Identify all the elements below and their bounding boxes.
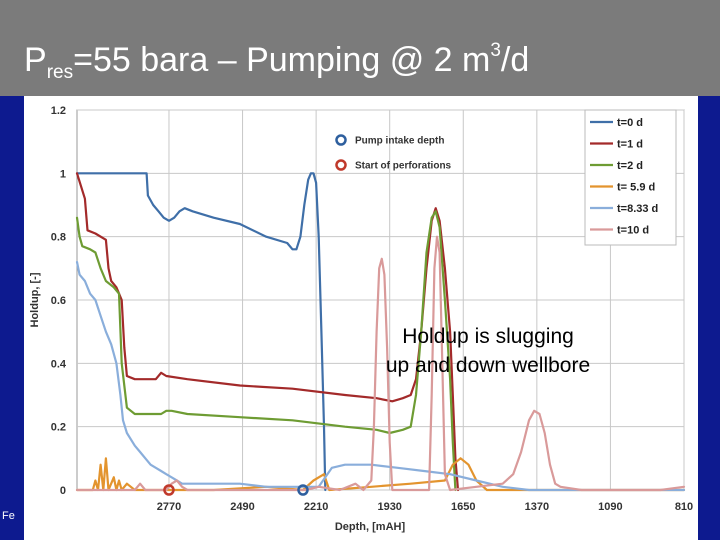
- y-tick-label: 1.2: [51, 105, 66, 117]
- footer-fragment: Fe: [2, 510, 15, 522]
- x-axis-label: Depth, [mAH]: [335, 521, 406, 533]
- y-tick-label: 0.8: [51, 232, 66, 244]
- series-line: [75, 260, 686, 492]
- x-tick-label: 2770: [157, 501, 181, 513]
- slide-title: Pres=55 bara – Pumping @ 2 m3/d: [24, 40, 529, 84]
- series-line: [75, 235, 686, 492]
- legend-label: t= 5.9 d: [617, 182, 655, 194]
- title-bar: [0, 0, 720, 96]
- legend-label: t=0 d: [617, 117, 643, 129]
- holdup-chart: 0 0.2 0.4 0.6 0.8 1 1.2 2770 2490 2210 1930 1650 137…: [24, 96, 698, 540]
- y-tick-label: 0.2: [51, 422, 66, 434]
- right-side-band: [698, 96, 720, 540]
- y-tick-label: 0.6: [51, 295, 66, 307]
- x-tick-label: 1090: [598, 501, 622, 513]
- title-subscript: res: [46, 62, 74, 83]
- y-tick-label: 0.4: [51, 358, 67, 370]
- y-tick-label: 0: [60, 485, 66, 497]
- x-tick-label: 810: [675, 501, 693, 513]
- legend-label: t=2 d: [617, 160, 643, 172]
- y-tick-label: 1: [60, 168, 66, 180]
- title-base: P: [24, 41, 47, 79]
- x-tick-label: 1370: [525, 501, 549, 513]
- legend-box: [584, 109, 677, 246]
- marker-point: [297, 484, 309, 496]
- legend-label: t=8.33 d: [617, 203, 658, 215]
- y-axis-label: Holdup, [-]: [29, 272, 41, 327]
- left-side-band: [0, 96, 24, 540]
- chart-annotation: Holdup is slugging up and down wellbore: [340, 322, 636, 380]
- annotation-line-1: Holdup is slugging: [402, 325, 574, 348]
- legend-label: t=1 d: [617, 139, 643, 151]
- x-tick-label: 1930: [377, 501, 401, 513]
- annotation-line-2: up and down wellbore: [385, 354, 591, 377]
- x-tick-label: 2210: [304, 501, 328, 513]
- marker-legend-symbol: [335, 134, 347, 146]
- legend-label: t=10 d: [617, 225, 649, 237]
- x-tick-label: 1650: [451, 501, 475, 513]
- title-middle: =55 bara – Pumping @ 2 m: [73, 41, 491, 79]
- marker-legend-symbol: [335, 159, 347, 171]
- series-line: [75, 210, 457, 492]
- title-end: /d: [500, 41, 530, 79]
- marker-point: [163, 484, 175, 496]
- marker-legend-label: Start of perforations: [355, 161, 452, 172]
- title-superscript: 3: [490, 40, 501, 61]
- marker-legend-label: Pump intake depth: [355, 136, 444, 147]
- series-line: [75, 172, 327, 492]
- x-tick-label: 2490: [230, 501, 254, 513]
